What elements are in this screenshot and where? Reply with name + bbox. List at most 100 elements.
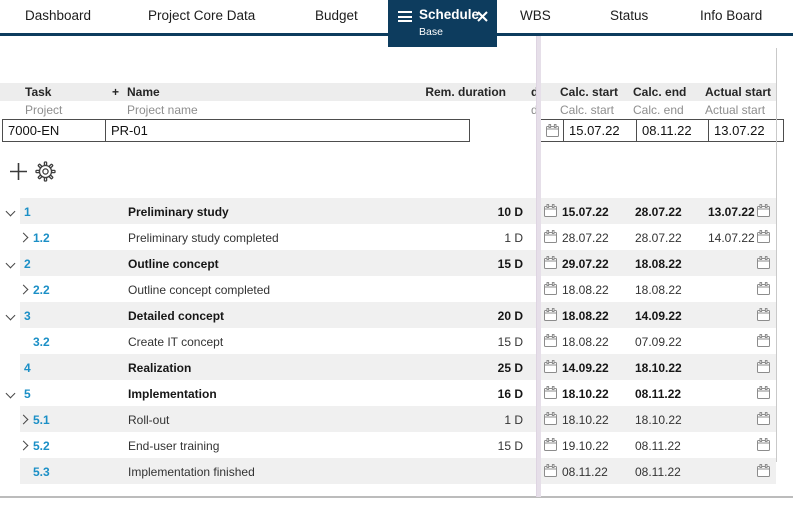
calendar-icon[interactable] [544, 438, 557, 451]
table-row[interactable]: 5.2 End-user training 15 D 19.10.22 08.1… [0, 432, 793, 458]
task-number[interactable]: 5.3 [33, 465, 50, 479]
table-row[interactable]: 5.3 Implementation finished 08.11.22 08.… [0, 458, 793, 484]
table-row[interactable]: 2.2 Outline concept completed 18.08.22 1… [0, 276, 793, 302]
task-number[interactable]: 1 [24, 205, 31, 219]
project-dates-group [540, 119, 784, 142]
close-icon[interactable] [477, 9, 488, 22]
task-calc-end: 08.11.22 [635, 465, 681, 479]
task-calc-end: 07.09.22 [635, 335, 682, 349]
row-shade [20, 250, 776, 276]
calendar-icon[interactable] [757, 334, 770, 347]
tab-schedule-subtitle: Base [419, 26, 443, 38]
calendar-icon[interactable] [544, 204, 557, 217]
project-calc-end-input[interactable] [636, 120, 708, 141]
tab-wbs[interactable]: WBS [520, 8, 551, 23]
calendar-icon[interactable] [544, 282, 557, 295]
calendar-icon[interactable] [544, 360, 557, 373]
task-duration: 15 D [497, 439, 523, 453]
calendar-icon[interactable] [757, 256, 770, 269]
calendar-icon[interactable] [757, 230, 770, 243]
task-number[interactable]: 5.2 [33, 439, 50, 453]
task-calc-end: 18.08.22 [635, 283, 682, 297]
task-number[interactable]: 5.1 [33, 413, 50, 427]
task-name: End-user training [128, 439, 220, 453]
task-number[interactable]: 1.2 [33, 231, 50, 245]
task-calc-start: 14.09.22 [562, 361, 609, 375]
row-shade [20, 354, 776, 380]
chevron-down-icon[interactable] [5, 388, 16, 399]
header-calc-end: Calc. end [633, 85, 687, 99]
subheader-project: Project [25, 103, 63, 117]
calendar-icon[interactable] [544, 256, 557, 269]
tab-schedule[interactable]: Schedule Base [388, 0, 497, 47]
tab-schedule-label: Schedule [419, 7, 480, 22]
task-calc-start: 15.07.22 [562, 205, 609, 219]
calendar-icon[interactable] [757, 464, 770, 477]
calendar-icon[interactable] [544, 464, 557, 477]
calendar-icon[interactable] [757, 308, 770, 321]
pane-splitter[interactable] [536, 36, 541, 497]
table-row[interactable]: 3.2 Create IT concept 15 D 18.08.22 07.0… [0, 328, 793, 354]
header-name: Name [127, 85, 160, 99]
table-row[interactable]: 4 Realization 25 D 14.09.22 18.10.22 [0, 354, 793, 380]
row-shade [20, 458, 776, 484]
add-task-button[interactable] [9, 162, 28, 186]
tab-project-core-data[interactable]: Project Core Data [148, 8, 256, 23]
calendar-icon[interactable] [757, 386, 770, 399]
calendar-icon[interactable] [541, 120, 563, 141]
project-actual-start-input[interactable] [708, 120, 783, 141]
calendar-icon[interactable] [544, 308, 557, 321]
chevron-down-icon[interactable] [5, 310, 16, 321]
task-duration: 25 D [497, 361, 523, 375]
task-name: Create IT concept [128, 335, 224, 349]
task-name: Preliminary study completed [128, 231, 279, 245]
table-row[interactable]: 1 Preliminary study 10 D 15.07.22 28.07.… [0, 198, 793, 224]
calendar-icon[interactable] [544, 386, 557, 399]
project-name-input[interactable] [106, 120, 469, 141]
task-number[interactable]: 2.2 [33, 283, 50, 297]
task-name: Roll-out [128, 413, 170, 427]
bottom-divider [0, 496, 793, 498]
subheader-calc-end: Calc. end [633, 103, 684, 117]
settings-gear-icon[interactable] [35, 161, 56, 187]
calendar-icon[interactable] [757, 204, 770, 217]
calendar-icon[interactable] [544, 230, 557, 243]
table-row[interactable]: 2 Outline concept 15 D 29.07.22 18.08.22 [0, 250, 793, 276]
task-calc-start: 18.10.22 [562, 387, 609, 401]
add-column-icon[interactable]: + [112, 85, 120, 99]
table-row[interactable]: 5 Implementation 16 D 18.10.22 08.11.22 [0, 380, 793, 406]
task-number[interactable]: 3.2 [33, 335, 50, 349]
task-calc-end: 28.07.22 [635, 205, 682, 219]
row-shade [20, 198, 776, 224]
chevron-down-icon[interactable] [5, 206, 16, 217]
task-duration: 10 D [497, 205, 523, 219]
tab-status[interactable]: Status [610, 8, 649, 23]
task-name: Implementation finished [128, 465, 255, 479]
tab-info-board[interactable]: Info Board [700, 8, 763, 23]
menu-icon[interactable] [398, 11, 412, 22]
table-row[interactable]: 3 Detailed concept 20 D 18.08.22 14.09.2… [0, 302, 793, 328]
chevron-down-icon[interactable] [5, 258, 16, 269]
calendar-icon[interactable] [757, 412, 770, 425]
task-calc-end: 14.09.22 [635, 309, 682, 323]
task-calc-start: 18.08.22 [562, 335, 609, 349]
tab-dashboard[interactable]: Dashboard [25, 8, 92, 23]
calendar-icon[interactable] [757, 360, 770, 373]
task-calc-start: 08.11.22 [562, 465, 608, 479]
project-id-input[interactable] [3, 120, 106, 141]
task-number[interactable]: 5 [24, 387, 31, 401]
task-name: Outline concept completed [128, 283, 271, 297]
calendar-icon[interactable] [757, 438, 770, 451]
table-row[interactable]: 5.1 Roll-out 1 D 18.10.22 18.10.22 [0, 406, 793, 432]
task-number[interactable]: 2 [24, 257, 31, 271]
task-duration: 20 D [497, 309, 523, 323]
task-number[interactable]: 4 [24, 361, 31, 375]
calendar-icon[interactable] [544, 412, 557, 425]
calendar-icon[interactable] [757, 282, 770, 295]
project-calc-start-input[interactable] [563, 120, 636, 141]
tab-budget[interactable]: Budget [315, 8, 358, 23]
table-row[interactable]: 1.2 Preliminary study completed 1 D 28.0… [0, 224, 793, 250]
task-calc-end: 18.10.22 [635, 413, 682, 427]
task-number[interactable]: 3 [24, 309, 31, 323]
calendar-icon[interactable] [544, 334, 557, 347]
